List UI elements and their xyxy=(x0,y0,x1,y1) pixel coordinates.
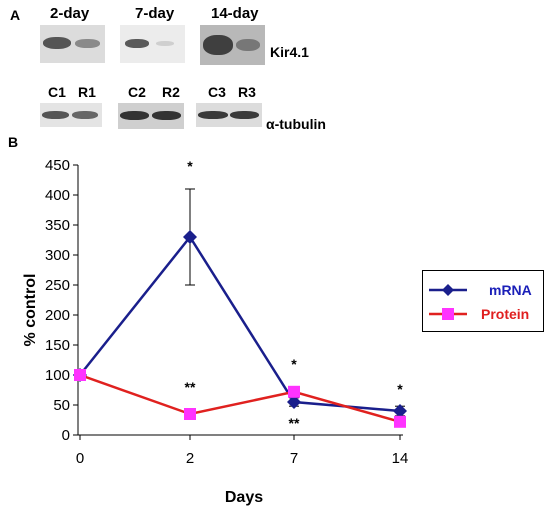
kir-band-c2 xyxy=(125,39,149,48)
lane-r3: R3 xyxy=(238,84,256,100)
legend-label-mrna: mRNA xyxy=(489,282,532,298)
y-tick-label: 300 xyxy=(45,247,70,264)
kir-blot-7day xyxy=(120,25,185,63)
kir-band-r1 xyxy=(75,39,100,48)
y-tick-label: 400 xyxy=(45,187,70,204)
series-line-mrna xyxy=(79,234,401,413)
kir-band-c1 xyxy=(43,37,71,49)
y-tick-label: 50 xyxy=(53,397,70,414)
y-tick-label: 0 xyxy=(62,427,70,444)
blot-title-2day: 2-day xyxy=(50,5,90,22)
kir-label: Kir4.1 xyxy=(270,44,309,60)
kir-band-c3 xyxy=(203,35,233,55)
significance-marker: * xyxy=(397,381,403,397)
x-tick-label: 14 xyxy=(392,450,409,467)
panel-b-letter: B xyxy=(8,134,19,150)
data-point-mrna xyxy=(287,395,301,409)
tubulin-blot-3 xyxy=(196,103,262,127)
tubulin-label: α-tubulin xyxy=(266,116,326,132)
significance-marker: * xyxy=(291,356,297,372)
chart-legend: mRNA Protein xyxy=(422,270,544,332)
tubulin-band-r3 xyxy=(230,111,259,119)
legend-label-protein: Protein xyxy=(481,306,530,322)
x-tick-label: 7 xyxy=(290,450,298,467)
y-tick-label: 350 xyxy=(45,217,70,234)
tubulin-band-c3 xyxy=(198,111,228,119)
legend-protein-marker xyxy=(442,308,454,320)
lane-c3: C3 xyxy=(208,84,226,100)
y-tick-label: 100 xyxy=(45,367,70,384)
kir-blot-14day xyxy=(200,25,265,65)
tubulin-band-r2 xyxy=(152,111,181,120)
kir-band-r2 xyxy=(156,41,174,46)
lane-r2: R2 xyxy=(162,84,180,100)
blot-title-7day: 7-day xyxy=(135,5,175,22)
tubulin-blot-2 xyxy=(118,103,184,129)
lane-r1: R1 xyxy=(78,84,96,100)
tubulin-band-c2 xyxy=(120,111,149,120)
lane-c2: C2 xyxy=(128,84,146,100)
x-axis-title: Days xyxy=(225,489,263,506)
panel-a-letter: A xyxy=(10,7,21,23)
x-tick-label: 2 xyxy=(186,450,194,467)
data-point-protein xyxy=(184,408,196,420)
data-point-mrna xyxy=(183,230,197,244)
tubulin-blot-1 xyxy=(40,103,102,127)
legend-mrna-marker xyxy=(442,284,454,296)
tubulin-band-c1 xyxy=(42,111,69,119)
line-chart: 0 50 100 150 200 250 300 350 400 450 0 2 7 14 Days % co… xyxy=(22,157,408,506)
data-point-protein xyxy=(394,415,406,428)
data-point-protein xyxy=(74,369,86,381)
chart-layer: 0 50 100 150 200 250 300 350 400 450 0 2 7 14 Days % co… xyxy=(22,157,408,506)
tubulin-band-r1 xyxy=(72,111,98,119)
significance-marker: * xyxy=(187,158,193,174)
y-axis-title: % control xyxy=(22,274,39,347)
lane-c1: C1 xyxy=(48,84,66,100)
y-tick-label: 450 xyxy=(45,157,70,174)
kir-band-r3 xyxy=(236,39,260,51)
y-tick-label: 150 xyxy=(45,337,70,354)
data-point-mrna xyxy=(393,404,407,418)
y-tick-label: 200 xyxy=(45,307,70,324)
blot-title-14day: 14-day xyxy=(211,5,259,22)
x-tick-label: 0 xyxy=(76,450,84,467)
kir-blot-2day xyxy=(40,25,105,63)
legend-markers xyxy=(429,284,467,320)
significance-marker: ** xyxy=(185,379,196,395)
significance-marker: ** xyxy=(289,415,300,431)
y-tick-label: 250 xyxy=(45,277,70,294)
data-point-protein xyxy=(288,385,300,398)
series-line-protein xyxy=(79,373,401,424)
